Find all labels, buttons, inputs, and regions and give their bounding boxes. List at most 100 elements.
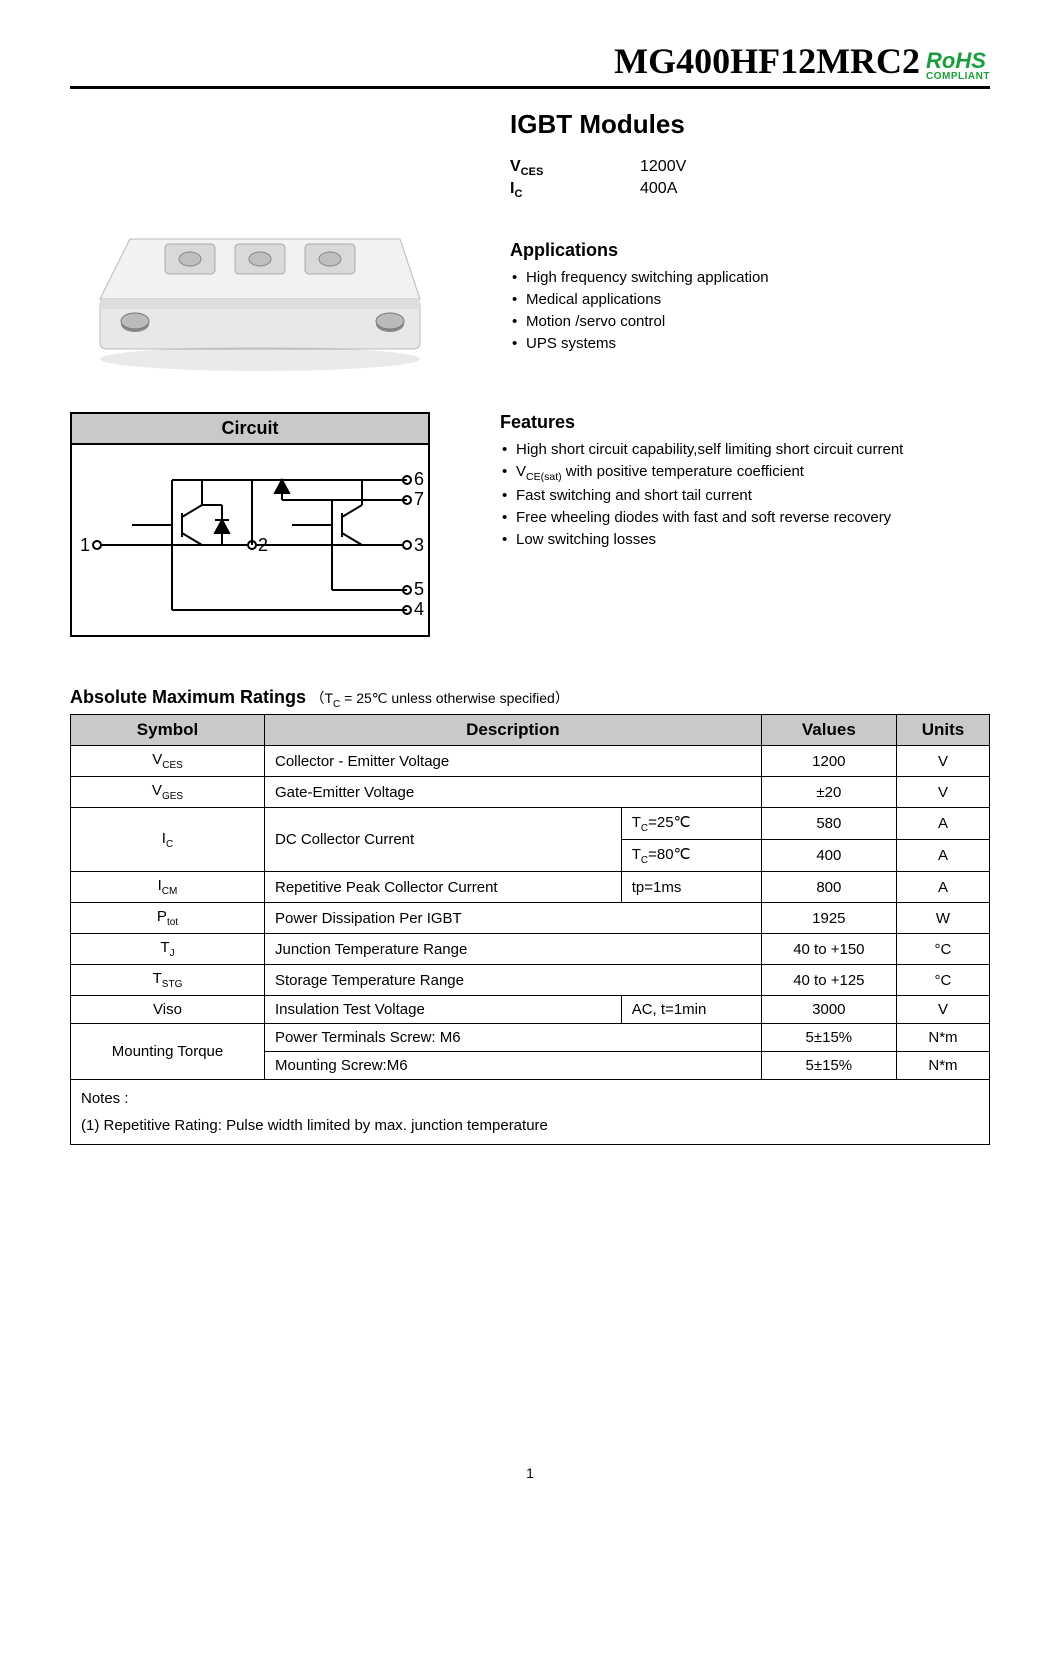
cell-description: Insulation Test Voltage [264,996,621,1024]
page-header: MG400HF12MRC2 RoHS COMPLIANT [70,40,990,89]
circuit-schematic: 1 2 3 6 7 5 4 [72,445,428,635]
rohs-badge: RoHS COMPLIANT [926,50,990,82]
cell-value: ±20 [761,777,896,808]
page-number: 1 [70,1465,990,1481]
cell-symbol: Ptot [71,903,265,934]
table-row: TJJunction Temperature Range40 to +150°C [71,934,990,965]
applications-item: Motion /servo control [510,311,990,333]
features-list: High short circuit capability,self limit… [500,439,990,550]
ratings-section: Absolute Maximum Ratings （TC = 25℃ unles… [70,687,990,1145]
product-photo [70,149,440,379]
cell-condition: TC=25℃ [621,808,761,840]
cell-condition: tp=1ms [621,872,761,903]
cell-description: Power Terminals Screw: M6 [264,1024,761,1052]
cell-symbol: Viso [71,996,265,1024]
col-description: Description [264,715,761,746]
table-row: PtotPower Dissipation Per IGBT1925W [71,903,990,934]
ratings-table: Symbol Description Values Units VCESColl… [70,714,990,1145]
cell-value: 1200 [761,746,896,777]
cell-symbol: VGES [71,777,265,808]
cell-value: 1925 [761,903,896,934]
cell-notes: Notes :(1) Repetitive Rating: Pulse widt… [71,1080,990,1145]
terminal-3-label: 3 [414,535,424,555]
cell-condition: TC=80℃ [621,840,761,872]
mid-section: Circuit [70,412,990,637]
cell-value: 3000 [761,996,896,1024]
cell-symbol: Mounting Torque [71,1024,265,1080]
features-item: High short circuit capability,self limit… [500,439,990,461]
circuit-svg-icon: 1 2 3 6 7 5 4 [72,445,432,635]
cell-description: Storage Temperature Range [264,965,761,996]
features-item: Fast switching and short tail current [500,485,990,507]
summary-column: IGBT Modules VCES 1200V IC 400A Applicat… [500,109,990,382]
features-item: Free wheeling diodes with fast and soft … [500,507,990,529]
table-row: TSTGStorage Temperature Range40 to +125°… [71,965,990,996]
cell-value: 40 to +125 [761,965,896,996]
cell-description: Collector - Emitter Voltage [264,746,761,777]
cell-unit: °C [896,934,989,965]
circuit-title: Circuit [72,414,428,445]
cell-description: DC Collector Current [264,808,621,872]
cell-symbol: VCES [71,746,265,777]
key-spec-row: VCES 1200V [510,158,990,178]
cell-unit: A [896,872,989,903]
applications-item: High frequency switching application [510,267,990,289]
table-row: ICDC Collector CurrentTC=25℃580A [71,808,990,840]
cell-unit: V [896,746,989,777]
key-spec-value: 400A [640,180,677,200]
cell-unit: A [896,808,989,840]
applications-item: Medical applications [510,289,990,311]
key-ratings: VCES 1200V IC 400A [510,158,990,200]
cell-description: Mounting Screw:M6 [264,1052,761,1080]
features-item: Low switching losses [500,529,990,551]
features-item: VCE(sat) with positive temperature coeff… [500,461,990,485]
terminal-7-label: 7 [414,489,424,509]
cell-description: Junction Temperature Range [264,934,761,965]
applications-heading: Applications [510,240,990,261]
table-row: ICMRepetitive Peak Collector Currenttp=1… [71,872,990,903]
terminal-2-label: 2 [258,535,268,555]
key-spec-label: VCES [510,158,640,178]
features-column: Features High short circuit capability,s… [500,412,990,637]
cell-description: Power Dissipation Per IGBT [264,903,761,934]
table-row: VCESCollector - Emitter Voltage1200V [71,746,990,777]
cell-value: 5±15% [761,1052,896,1080]
cell-value: 40 to +150 [761,934,896,965]
col-units: Units [896,715,989,746]
features-heading: Features [500,412,990,433]
ratings-condition: （TC = 25℃ unless otherwise specified） [310,690,568,706]
cell-unit: °C [896,965,989,996]
circuit-diagram-box: Circuit [70,412,430,637]
table-header-row: Symbol Description Values Units [71,715,990,746]
table-row: VGESGate-Emitter Voltage±20V [71,777,990,808]
rohs-text-bottom: COMPLIANT [926,72,990,82]
applications-item: UPS systems [510,333,990,355]
terminal-6-label: 6 [414,469,424,489]
terminal-5-label: 5 [414,579,424,599]
terminal-1-label: 1 [80,535,90,555]
cell-symbol: IC [71,808,265,872]
key-spec-row: IC 400A [510,180,990,200]
table-row: VisoInsulation Test VoltageAC, t=1min300… [71,996,990,1024]
cell-value: 800 [761,872,896,903]
table-row: Mounting TorquePower Terminals Screw: M6… [71,1024,990,1052]
cell-value: 580 [761,808,896,840]
module-category-title: IGBT Modules [510,109,990,140]
module-illustration-icon [70,149,440,379]
cell-symbol: ICM [71,872,265,903]
cell-symbol: TJ [71,934,265,965]
applications-list: High frequency switching applicationMedi… [510,267,990,354]
cell-symbol: TSTG [71,965,265,996]
cell-condition: AC, t=1min [621,996,761,1024]
cell-unit: V [896,996,989,1024]
key-spec-label: IC [510,180,640,200]
col-symbol: Symbol [71,715,265,746]
key-spec-value: 1200V [640,158,686,178]
cell-value: 5±15% [761,1024,896,1052]
ratings-title: Absolute Maximum Ratings [70,687,306,707]
cell-unit: N*m [896,1024,989,1052]
rohs-text-top: RoHS [926,50,986,72]
cell-unit: V [896,777,989,808]
cell-unit: A [896,840,989,872]
circuit-column: Circuit [70,412,470,637]
